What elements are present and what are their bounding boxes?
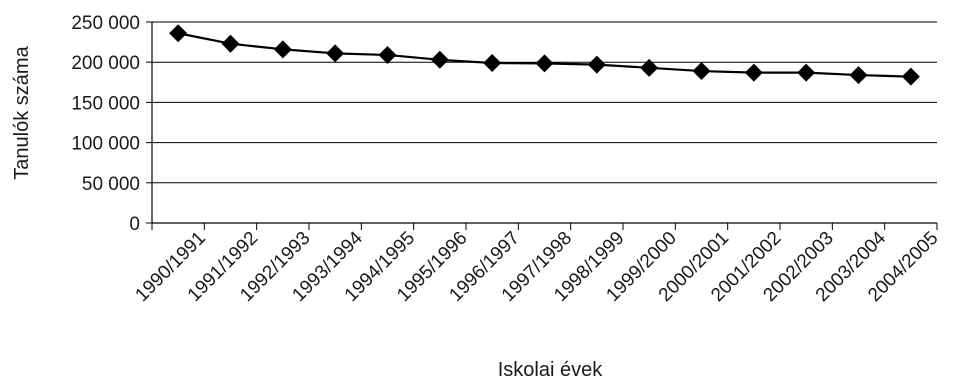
data-point	[849, 66, 868, 85]
y-tick-label: 200 000	[71, 53, 140, 74]
data-point	[587, 55, 606, 74]
data-point	[326, 44, 345, 63]
y-axis-title: Tanulók száma	[11, 45, 33, 179]
y-tick-label: 150 000	[71, 93, 140, 114]
y-tick-labels: 0 50 000 100 000 150 000 200 000 250 000	[71, 13, 140, 235]
data-point	[273, 40, 292, 59]
gridlines	[152, 21, 937, 184]
y-tick-label: 50 000	[82, 174, 140, 195]
data-point	[797, 63, 816, 82]
y-tick-label: 250 000	[71, 13, 140, 34]
data-point	[483, 54, 502, 73]
x-axis-title: Iskolai évek	[498, 359, 603, 381]
y-tick-label: 100 000	[71, 134, 140, 155]
y-tick-label: 0	[129, 214, 140, 235]
data-point	[169, 24, 188, 43]
series-group	[169, 24, 920, 86]
data-point	[378, 45, 397, 64]
data-point	[535, 54, 554, 73]
data-point	[640, 58, 659, 77]
x-tick-labels: 1990/19911991/19921992/19931993/19941994…	[132, 227, 943, 306]
axes	[146, 21, 938, 230]
data-point	[692, 62, 711, 81]
data-point	[221, 34, 240, 53]
data-point	[430, 50, 449, 69]
data-point	[901, 67, 920, 86]
data-point	[744, 63, 763, 82]
